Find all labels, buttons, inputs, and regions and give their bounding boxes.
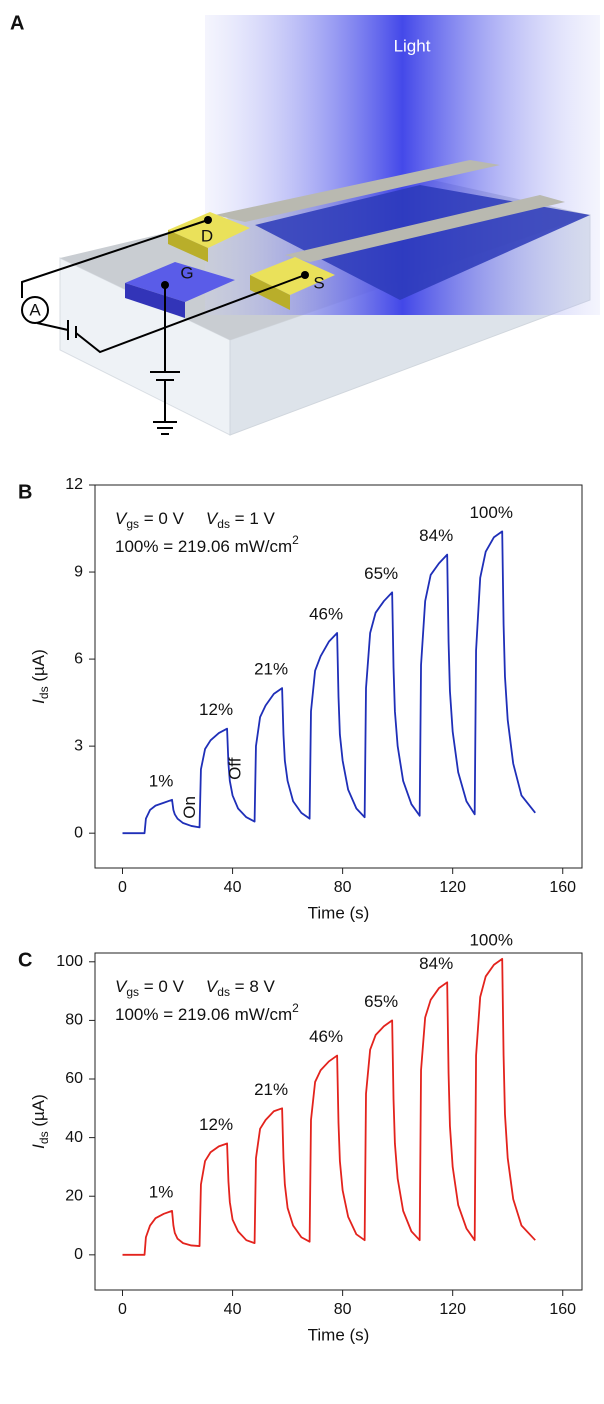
device-diagram: A A Light [10, 12, 600, 436]
pulse-label: 100% [469, 930, 512, 949]
y-tick-label: 12 [65, 476, 83, 493]
pulse-label: 84% [419, 954, 453, 973]
x-tick-label: 160 [549, 879, 576, 896]
text-part: gs [126, 517, 139, 531]
text-part: I [29, 699, 48, 704]
y-tick-label: 20 [65, 1187, 83, 1204]
text-part: ds [217, 517, 230, 531]
light-label: Light [394, 36, 431, 55]
y-axis-label: Ids (µA) [29, 1094, 51, 1149]
text-part: V [115, 509, 128, 528]
conditions: Vgs = 0 V Vds = 1 V [115, 509, 276, 531]
y-tick-label: 0 [74, 824, 83, 841]
source-pad [250, 257, 335, 295]
drain-pad-side [168, 230, 208, 262]
pulse-label: 12% [199, 1115, 233, 1134]
drain-strip [215, 160, 500, 222]
text-part: ds [37, 686, 51, 699]
pulse-label: 65% [364, 564, 398, 583]
pulse-label: 21% [254, 1080, 288, 1099]
drain-pad [168, 212, 250, 248]
annotation: On [180, 796, 199, 819]
panel-label: B [18, 481, 32, 503]
annotation: Off [226, 757, 245, 780]
x-tick-label: 0 [118, 1301, 127, 1318]
text-part: (µA) [29, 1094, 48, 1131]
plot-frame [94, 952, 583, 1291]
pulse-label: 12% [199, 700, 233, 719]
circuit [21, 219, 306, 435]
y-tick-label: 6 [74, 650, 83, 667]
panel-label: A [10, 12, 24, 34]
text-part: V [206, 977, 219, 996]
conditions: Vgs = 0 V Vds = 8 V [115, 977, 276, 999]
text-part: 100% = 219.06 mW/cm [115, 1005, 292, 1024]
x-tick-label: 160 [549, 1301, 576, 1318]
y-tick-label: 3 [74, 737, 83, 754]
x-tick-label: 0 [118, 879, 127, 896]
x-tick-label: 80 [334, 1301, 352, 1318]
source-strip [285, 195, 565, 262]
text-part: V [206, 509, 219, 528]
x-tick-label: 120 [439, 1301, 466, 1318]
panel-label: C [18, 949, 32, 971]
pulse-label: 46% [309, 1027, 343, 1046]
data-line [122, 530, 536, 835]
contact-dot [301, 271, 309, 279]
text-part: V [115, 977, 128, 996]
x-axis-label: Time (s) [308, 903, 370, 922]
contact-dot [204, 216, 212, 224]
intensity-note: 100% = 219.06 mW/cm2 [115, 533, 299, 556]
text-part: I [29, 1144, 48, 1149]
pulse-label: 1% [149, 771, 174, 790]
x-tick-label: 40 [224, 879, 242, 896]
text-part: = 1 V [230, 509, 276, 528]
ammeter-label: A [29, 300, 41, 319]
y-tick-label: 40 [65, 1129, 83, 1146]
electrode-label: D [201, 226, 213, 245]
contact-dot [161, 281, 169, 289]
text-part: ds [37, 1131, 51, 1144]
text-part: 100% = 219.06 mW/cm [115, 537, 292, 556]
y-tick-label: 60 [65, 1070, 83, 1087]
text-part: ds [217, 985, 230, 999]
source-pad-side [250, 275, 290, 310]
y-tick-label: 0 [74, 1246, 83, 1263]
plot-frame [94, 484, 583, 869]
pulse-label: 21% [254, 660, 288, 679]
text-part: = 0 V [139, 977, 185, 996]
pulse-label: 1% [149, 1182, 174, 1201]
text-part: 2 [292, 533, 299, 547]
x-axis-label: Time (s) [308, 1325, 370, 1344]
y-tick-label: 80 [65, 1012, 83, 1029]
electrode-label: S [313, 273, 324, 292]
gate-pad [125, 262, 235, 302]
data-line [122, 957, 536, 1256]
x-tick-label: 80 [334, 879, 352, 896]
text-part: 2 [292, 1001, 299, 1015]
electrode-label: G [180, 263, 193, 282]
y-tick-label: 9 [74, 563, 83, 580]
text-part: = 0 V [139, 509, 185, 528]
x-tick-label: 120 [439, 879, 466, 896]
pulse-label: 65% [364, 992, 398, 1011]
gate-pad-side [125, 283, 185, 318]
text-part: gs [126, 985, 139, 999]
text-part: = 8 V [230, 977, 276, 996]
pulse-label: 84% [419, 526, 453, 545]
x-tick-label: 40 [224, 1301, 242, 1318]
intensity-note: 100% = 219.06 mW/cm2 [115, 1001, 299, 1024]
pulse-label: 46% [309, 604, 343, 623]
ammeter [21, 296, 49, 324]
text-part: (µA) [29, 649, 48, 686]
y-tick-label: 100 [56, 953, 83, 970]
y-axis-label: Ids (µA) [29, 649, 51, 704]
pulse-label: 100% [469, 503, 512, 522]
